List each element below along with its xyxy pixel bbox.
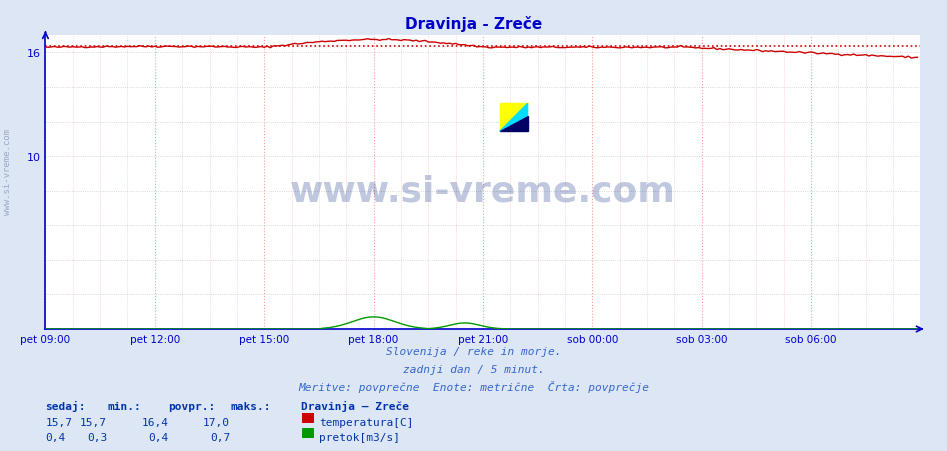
Text: 0,7: 0,7 bbox=[210, 432, 230, 442]
Text: www.si-vreme.com: www.si-vreme.com bbox=[290, 175, 676, 208]
Text: povpr.:: povpr.: bbox=[169, 401, 216, 411]
Text: sedaj:: sedaj: bbox=[45, 400, 86, 411]
Text: Meritve: povprečne  Enote: metrične  Črta: povprečje: Meritve: povprečne Enote: metrične Črta:… bbox=[298, 380, 649, 392]
Text: Dravinja – Zreče: Dravinja – Zreče bbox=[301, 400, 409, 411]
Text: Slovenija / reke in morje.: Slovenija / reke in morje. bbox=[385, 346, 562, 356]
Text: min.:: min.: bbox=[107, 401, 141, 411]
Text: zadnji dan / 5 minut.: zadnji dan / 5 minut. bbox=[402, 364, 545, 374]
Text: 0,4: 0,4 bbox=[45, 432, 65, 442]
Text: maks.:: maks.: bbox=[230, 401, 271, 411]
Text: pretok[m3/s]: pretok[m3/s] bbox=[319, 432, 401, 442]
Text: 0,4: 0,4 bbox=[149, 432, 169, 442]
Polygon shape bbox=[500, 104, 527, 132]
Text: 16,4: 16,4 bbox=[141, 417, 169, 427]
Text: 0,3: 0,3 bbox=[87, 432, 107, 442]
Polygon shape bbox=[500, 117, 527, 132]
Text: Dravinja - Zreče: Dravinja - Zreče bbox=[405, 16, 542, 32]
Text: temperatura[C]: temperatura[C] bbox=[319, 417, 414, 427]
Text: www.si-vreme.com: www.si-vreme.com bbox=[3, 129, 12, 214]
Text: 17,0: 17,0 bbox=[203, 417, 230, 427]
Polygon shape bbox=[500, 104, 527, 132]
Text: 15,7: 15,7 bbox=[45, 417, 73, 427]
Text: 15,7: 15,7 bbox=[80, 417, 107, 427]
